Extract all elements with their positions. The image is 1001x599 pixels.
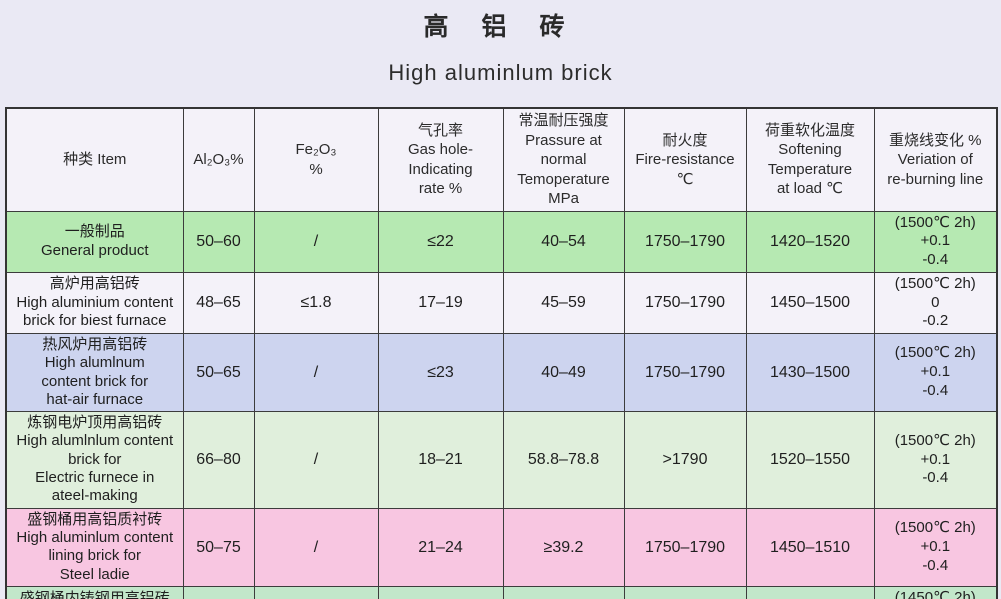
cell-al2o3: 66–80	[182, 411, 255, 509]
cell-gas-hole: 18–23	[377, 585, 504, 599]
page-title: 高 铝 砖	[423, 13, 578, 41]
cell-fe2o3: /	[253, 332, 379, 413]
cell-fire-resistance: 1750–1790	[623, 210, 747, 273]
cell-reburning: (1500℃ 2h) +0.1 -0.4	[873, 411, 998, 509]
table-row: 盛钢桶内铸钢用高铝砖 High aluminium content brick …	[5, 585, 998, 599]
cell-reburning: (1500℃ 2h) +0.1 -0.4	[873, 210, 998, 273]
header-row: 种类 Item Al₂O₃% Fe₂O₃ % 气孔率 Gas hole- Ind…	[5, 107, 998, 212]
cell-fe2o3: ≤1.8	[253, 271, 379, 335]
cell-item: 热风炉用高铝砖 High alumlnum content brick for …	[5, 332, 184, 413]
table-row: 盛钢桶用高铝质衬砖 High aluminlum content lining …	[5, 507, 998, 587]
cell-softening: 1430–1500	[745, 332, 875, 413]
cell-item: 高炉用高铝砖 High aluminium content brick for …	[5, 271, 184, 335]
cell-reburning: (1500℃ 2h) +0.1 -0.4	[873, 507, 998, 587]
cell-fe2o3: /	[253, 411, 379, 509]
cell-item: 盛钢桶内铸钢用高铝砖 High aluminium content brick …	[5, 585, 184, 599]
page-subtitle: High aluminlum brick	[388, 60, 613, 85]
cell-pressure: ≥24.5	[502, 585, 625, 599]
cell-al2o3: 48–65	[182, 271, 255, 335]
cell-fire-resistance: >1790	[623, 411, 747, 509]
cell-gas-hole: 17–19	[377, 271, 504, 335]
cell-pressure: ≥39.2	[502, 507, 625, 587]
cell-softening: 1420–1520	[745, 210, 875, 273]
cell-reburning: (1450℃ 2h) +0.1 -0.4	[873, 585, 998, 599]
table-row: 一般制品 General product 50–60 / ≤22 40–54 1…	[5, 210, 998, 273]
cell-pressure: 40–54	[502, 210, 625, 273]
col-header-fe2o3: Fe₂O₃ %	[253, 107, 379, 212]
cell-reburning: (1500℃ 2h) +0.1 -0.4	[873, 332, 998, 413]
cell-al2o3: 50–60	[182, 210, 255, 273]
cell-gas-hole: ≤23	[377, 332, 504, 413]
table-row: 炼钢电炉顶用高铝砖 High alumlnlum content brick f…	[5, 411, 998, 509]
cell-pressure: 58.8–78.8	[502, 411, 625, 509]
cell-softening: 1400–1450	[745, 585, 875, 599]
cell-softening: 1450–1510	[745, 507, 875, 587]
table-row: 热风炉用高铝砖 High alumlnum content brick for …	[5, 332, 998, 413]
cell-item: 一般制品 General product	[5, 210, 184, 273]
cell-fire-resistance: 1750–1790	[623, 271, 747, 335]
spec-table: 种类 Item Al₂O₃% Fe₂O₃ % 气孔率 Gas hole- Ind…	[5, 107, 998, 599]
cell-item: 盛钢桶用高铝质衬砖 High aluminlum content lining …	[5, 507, 184, 587]
cell-pressure: 40–49	[502, 332, 625, 413]
cell-al2o3: 50–65	[182, 332, 255, 413]
col-header-softening: 荷重软化温度 Softening Temperature at load ℃	[745, 107, 875, 212]
cell-gas-hole: 21–24	[377, 507, 504, 587]
cell-fire-resistance: ≥1750	[623, 585, 747, 599]
col-header-gas-hole: 气孔率 Gas hole- Indicating rate %	[377, 107, 504, 212]
cell-gas-hole: ≤22	[377, 210, 504, 273]
cell-fe2o3: /	[253, 585, 379, 599]
cell-fe2o3: /	[253, 507, 379, 587]
col-header-pressure: 常温耐压强度 Prassure at normal Temoperature M…	[502, 107, 625, 212]
cell-pressure: 45–59	[502, 271, 625, 335]
cell-fire-resistance: 1750–1790	[623, 507, 747, 587]
table-row: 高炉用高铝砖 High aluminium content brick for …	[5, 271, 998, 335]
col-header-reburning: 重烧线变化 % Veriation of re-burning line	[873, 107, 998, 212]
cell-softening: 1450–1500	[745, 271, 875, 335]
col-header-fire-resistance: 耐火度 Fire-resistance ℃	[623, 107, 747, 212]
cell-fe2o3: /	[253, 210, 379, 273]
cell-fire-resistance: 1750–1790	[623, 332, 747, 413]
col-header-al2o3: Al₂O₃%	[182, 107, 255, 212]
cell-item: 炼钢电炉顶用高铝砖 High alumlnlum content brick f…	[5, 411, 184, 509]
cell-softening: 1520–1550	[745, 411, 875, 509]
cell-reburning: (1500℃ 2h) 0 -0.2	[873, 271, 998, 335]
cell-gas-hole: 18–21	[377, 411, 504, 509]
col-header-item: 种类 Item	[5, 107, 184, 212]
cell-al2o3: 50–75	[182, 507, 255, 587]
cell-al2o3: ≥50	[182, 585, 255, 599]
